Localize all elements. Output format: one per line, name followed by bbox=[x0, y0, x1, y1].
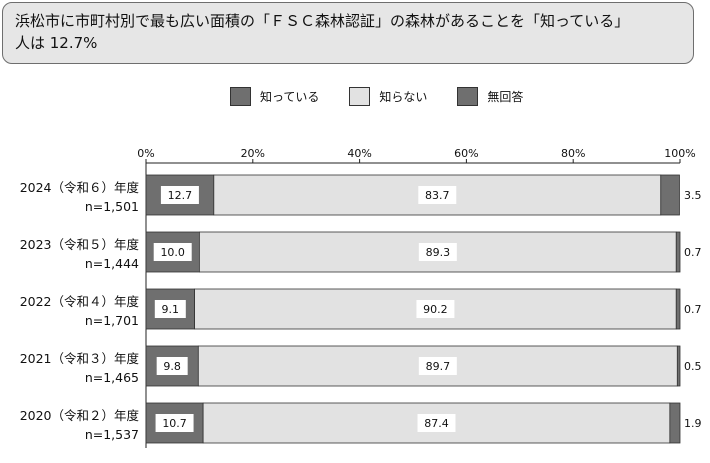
bar-segment bbox=[676, 345, 681, 387]
legend-swatch-know bbox=[230, 87, 251, 106]
data-label: 90.2 bbox=[423, 303, 448, 316]
category-label-n: n=1,701 bbox=[85, 313, 139, 328]
legend-label-dont-know: 知らない bbox=[379, 90, 428, 104]
x-tick-label: 100% bbox=[664, 147, 695, 160]
x-tick-label: 40% bbox=[347, 147, 371, 160]
data-label: 0.7 bbox=[684, 246, 702, 259]
data-label: 83.7 bbox=[425, 189, 450, 202]
category-label-year: 2023（令和５）年度 bbox=[20, 237, 140, 252]
data-label: 87.4 bbox=[424, 417, 449, 430]
category-label-year: 2020（令和２）年度 bbox=[20, 408, 140, 423]
legend-swatch-no-answer bbox=[457, 87, 479, 106]
data-label: 3.5 bbox=[684, 189, 702, 202]
data-label: 0.5 bbox=[684, 360, 702, 373]
title-line-1: 浜松市に市町村別で最も広い面積の「ＦＳＣ森林認証」の森林があることを「知っている… bbox=[15, 12, 630, 30]
data-label: 12.7 bbox=[168, 189, 193, 202]
legend: 知っている 知らない 無回答 bbox=[230, 87, 553, 106]
legend-item-dont-know: 知らない bbox=[349, 87, 427, 106]
category-label-year: 2024（令和６）年度 bbox=[20, 180, 140, 195]
data-label: 10.0 bbox=[160, 246, 185, 259]
data-label: 0.7 bbox=[684, 303, 702, 316]
x-tick-label: 20% bbox=[241, 147, 265, 160]
data-label-box bbox=[418, 243, 457, 261]
data-label-box bbox=[156, 357, 188, 375]
data-label-box bbox=[416, 300, 455, 318]
title-line-2: 人は 12.7% bbox=[15, 34, 98, 52]
data-label: 89.3 bbox=[426, 246, 451, 259]
legend-label-know: 知っている bbox=[260, 90, 320, 104]
data-label-box bbox=[153, 243, 192, 261]
x-tick-label: 60% bbox=[454, 147, 478, 160]
bar-segment bbox=[669, 402, 681, 444]
data-label: 9.1 bbox=[162, 303, 180, 316]
x-tick-label: 80% bbox=[561, 147, 585, 160]
bar-segment bbox=[660, 174, 680, 216]
category-label-n: n=1,465 bbox=[85, 370, 139, 385]
data-label: 9.8 bbox=[163, 360, 181, 373]
category-label-n: n=1,444 bbox=[85, 256, 139, 271]
legend-item-know: 知っている bbox=[230, 87, 319, 106]
data-label-box bbox=[154, 300, 186, 318]
legend-item-no-answer: 無回答 bbox=[457, 87, 523, 106]
title-box: 浜松市に市町村別で最も広い面積の「ＦＳＣ森林認証」の森林があることを「知っている… bbox=[2, 2, 694, 64]
data-label-box bbox=[418, 357, 457, 375]
data-label: 10.7 bbox=[162, 417, 187, 430]
data-label-box bbox=[417, 414, 456, 432]
bar-segment bbox=[675, 231, 681, 273]
data-label-box bbox=[160, 186, 199, 204]
legend-swatch-dont-know bbox=[349, 87, 371, 106]
legend-label-no-answer: 無回答 bbox=[487, 90, 524, 104]
bar-segment bbox=[675, 288, 681, 330]
category-label-year: 2021（令和３）年度 bbox=[20, 351, 140, 366]
category-label-n: n=1,537 bbox=[85, 427, 139, 442]
category-label-n: n=1,501 bbox=[85, 199, 139, 214]
data-label-box bbox=[155, 414, 194, 432]
data-label: 89.7 bbox=[426, 360, 451, 373]
category-label-year: 2022（令和４）年度 bbox=[20, 294, 140, 309]
x-tick-label: 0% bbox=[137, 147, 154, 160]
data-label: 1.9 bbox=[684, 417, 702, 430]
bar-segment bbox=[145, 288, 195, 330]
data-label-box bbox=[418, 186, 457, 204]
